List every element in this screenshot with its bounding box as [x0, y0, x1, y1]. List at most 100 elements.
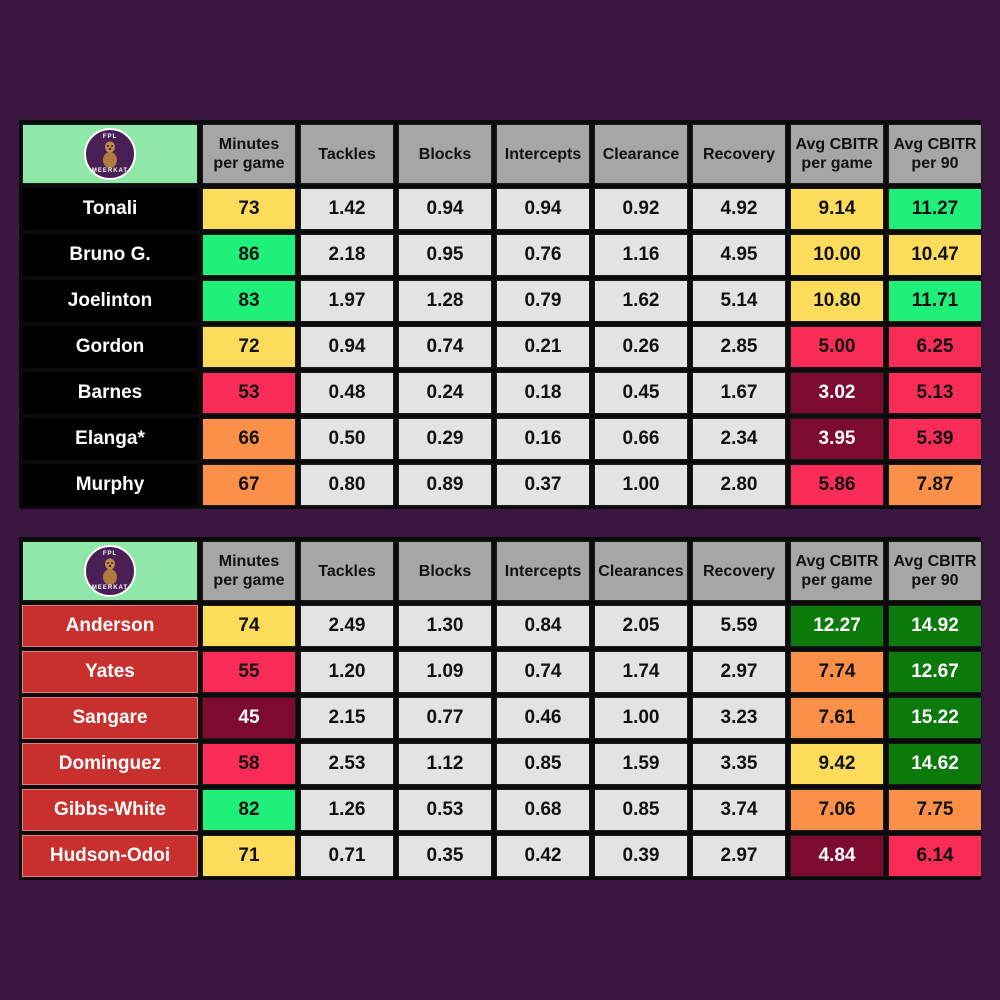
- column-header: Avg CBITR per 90: [888, 124, 982, 184]
- stat-value: 0.46: [496, 697, 590, 739]
- stat-value: 0.68: [496, 789, 590, 831]
- stat-value: 7.06: [790, 789, 884, 831]
- stat-value: 6.25: [888, 326, 982, 368]
- stat-value: 67: [202, 464, 296, 506]
- stat-value: 2.15: [300, 697, 394, 739]
- meerkat-icon: [103, 141, 117, 168]
- stat-value: 73: [202, 188, 296, 230]
- player-name: Yates: [22, 651, 198, 693]
- stat-value: 6.14: [888, 835, 982, 877]
- stat-value: 1.67: [692, 372, 786, 414]
- stat-value: 58: [202, 743, 296, 785]
- stat-value: 1.16: [594, 234, 688, 276]
- stat-value: 5.39: [888, 418, 982, 460]
- stat-value: 0.39: [594, 835, 688, 877]
- stat-value: 5.86: [790, 464, 884, 506]
- stat-value: 3.74: [692, 789, 786, 831]
- player-name: Joelinton: [22, 280, 198, 322]
- stat-value: 0.80: [300, 464, 394, 506]
- stat-value: 0.94: [496, 188, 590, 230]
- stat-value: 55: [202, 651, 296, 693]
- stat-value: 0.42: [496, 835, 590, 877]
- stat-value: 7.74: [790, 651, 884, 693]
- logo-bottom-text: MEERKAT: [91, 168, 129, 174]
- stat-value: 0.18: [496, 372, 590, 414]
- column-header: Recovery: [692, 124, 786, 184]
- stat-value: 1.00: [594, 697, 688, 739]
- stat-value: 2.85: [692, 326, 786, 368]
- stat-value: 0.71: [300, 835, 394, 877]
- stat-value: 10.47: [888, 234, 982, 276]
- meerkat-icon: [103, 558, 117, 585]
- stat-value: 12.27: [790, 605, 884, 647]
- stat-value: 0.50: [300, 418, 394, 460]
- column-header: Tackles: [300, 124, 394, 184]
- stat-value: 3.35: [692, 743, 786, 785]
- player-name: Gibbs-White: [22, 789, 198, 831]
- stat-value: 1.59: [594, 743, 688, 785]
- stat-value: 1.30: [398, 605, 492, 647]
- player-name: Elanga*: [22, 418, 198, 460]
- stat-value: 1.42: [300, 188, 394, 230]
- player-name: Hudson-Odoi: [22, 835, 198, 877]
- stat-value: 1.62: [594, 280, 688, 322]
- stat-value: 0.74: [398, 326, 492, 368]
- player-name: Gordon: [22, 326, 198, 368]
- stat-value: 3.02: [790, 372, 884, 414]
- fpl-meerkat-logo: FPL MEERKAT: [84, 128, 136, 180]
- column-header: Avg CBITR per game: [790, 124, 884, 184]
- stat-value: 0.48: [300, 372, 394, 414]
- stat-value: 0.84: [496, 605, 590, 647]
- stat-value: 2.80: [692, 464, 786, 506]
- stat-value: 2.97: [692, 835, 786, 877]
- stats-table-2: FPL MEERKAT Minutes per game Tackles Blocks I…: [19, 537, 982, 880]
- stat-value: 83: [202, 280, 296, 322]
- logo-cell: FPL MEERKAT: [22, 124, 198, 184]
- stat-value: 12.67: [888, 651, 982, 693]
- column-header: Minutes per game: [202, 541, 296, 601]
- stat-value: 4.84: [790, 835, 884, 877]
- stat-value: 4.92: [692, 188, 786, 230]
- stat-value: 0.35: [398, 835, 492, 877]
- stat-value: 2.53: [300, 743, 394, 785]
- stat-value: 7.61: [790, 697, 884, 739]
- column-header: Minutes per game: [202, 124, 296, 184]
- column-header: Recovery: [692, 541, 786, 601]
- stat-value: 0.21: [496, 326, 590, 368]
- stat-value: 74: [202, 605, 296, 647]
- stat-value: 2.49: [300, 605, 394, 647]
- stat-value: 7.75: [888, 789, 982, 831]
- column-header: Clearances: [594, 541, 688, 601]
- stat-value: 1.26: [300, 789, 394, 831]
- stat-value: 15.22: [888, 697, 982, 739]
- column-header: Blocks: [398, 124, 492, 184]
- column-header: Blocks: [398, 541, 492, 601]
- stat-value: 0.37: [496, 464, 590, 506]
- stat-value: 0.85: [594, 789, 688, 831]
- stat-value: 7.87: [888, 464, 982, 506]
- column-header: Tackles: [300, 541, 394, 601]
- player-name: Sangare: [22, 697, 198, 739]
- stat-value: 0.77: [398, 697, 492, 739]
- stat-value: 2.18: [300, 234, 394, 276]
- stat-value: 0.53: [398, 789, 492, 831]
- stat-value: 11.71: [888, 280, 982, 322]
- stat-value: 0.24: [398, 372, 492, 414]
- stat-value: 5.14: [692, 280, 786, 322]
- player-name: Bruno G.: [22, 234, 198, 276]
- stat-value: 1.97: [300, 280, 394, 322]
- stat-value: 5.59: [692, 605, 786, 647]
- column-header: Intercepts: [496, 124, 590, 184]
- stat-value: 0.74: [496, 651, 590, 693]
- stat-value: 0.29: [398, 418, 492, 460]
- logo-top-text: FPL: [102, 134, 118, 140]
- stat-value: 9.14: [790, 188, 884, 230]
- player-name: Barnes: [22, 372, 198, 414]
- stat-value: 2.97: [692, 651, 786, 693]
- stat-value: 53: [202, 372, 296, 414]
- stat-value: 0.92: [594, 188, 688, 230]
- stat-value: 0.66: [594, 418, 688, 460]
- stat-value: 2.05: [594, 605, 688, 647]
- stat-value: 3.23: [692, 697, 786, 739]
- stat-value: 14.62: [888, 743, 982, 785]
